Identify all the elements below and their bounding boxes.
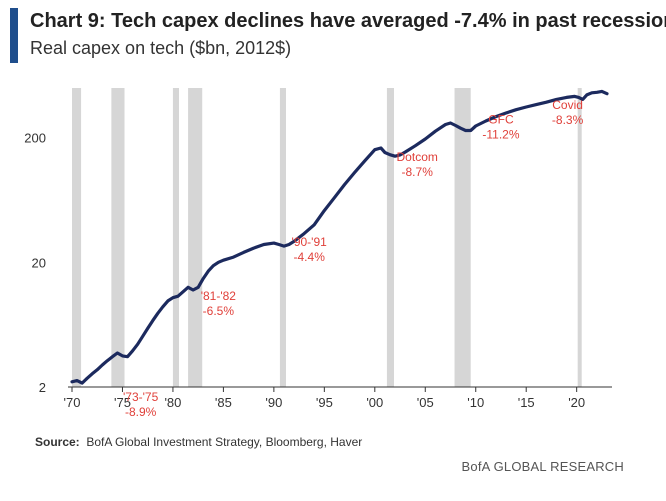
recession-band-6 (454, 88, 471, 387)
annotation-0-line-0: '73-'75 (123, 390, 159, 404)
y-tick-label-0: 2 (39, 380, 46, 395)
x-tick-label-6: '00 (366, 395, 383, 410)
recession-band-1 (111, 88, 125, 387)
recession-band-5 (386, 88, 394, 387)
x-tick-label-9: '15 (518, 395, 535, 410)
x-tick-label-1: '75 (114, 395, 131, 410)
x-tick-label-3: '85 (215, 395, 232, 410)
x-tick-label-2: '80 (164, 395, 181, 410)
y-tick-label-2: 200 (24, 131, 46, 146)
annotation-3-line-1: -8.7% (402, 165, 434, 179)
x-tick-label-5: '95 (316, 395, 333, 410)
source-text: BofA Global Investment Strategy, Bloombe… (86, 435, 363, 449)
x-tick-label-8: '10 (467, 395, 484, 410)
annotation-2-line-1: -4.4% (294, 250, 326, 264)
source-label: Source: (35, 435, 80, 449)
x-tick-label-10: '20 (568, 395, 585, 410)
chart-title: Chart 9: Tech capex declines have averag… (30, 10, 666, 32)
annotation-1-line-0: '81-'82 (201, 289, 237, 303)
recession-band-7 (577, 88, 582, 387)
recession-band-4 (279, 88, 286, 387)
title-accent-bar (10, 8, 18, 63)
brand-label: BofA GLOBAL RESEARCH (461, 459, 624, 474)
annotation-2-line-0: '90-'91 (292, 235, 328, 249)
annotation-0: '73-'75 -8.9% (123, 390, 159, 419)
annotation-5-line-1: -8.3% (552, 113, 584, 127)
annotation-5: Covid -8.3% (552, 98, 584, 127)
annotation-0-line-1: -8.9% (125, 405, 157, 419)
recession-band-2 (172, 88, 179, 387)
x-tick-label-0: '70 (64, 395, 81, 410)
annotation-4: GFC -11.2% (482, 112, 519, 141)
source-note: Source: BofA Global Investment Strategy,… (35, 435, 362, 449)
chart-subtitle: Real capex on tech ($bn, 2012$) (30, 38, 292, 58)
recession-band-0 (72, 88, 82, 387)
annotation-5-line-0: Covid (552, 98, 583, 112)
annotation-4-line-1: -11.2% (482, 127, 519, 141)
annotation-1-line-1: -6.5% (203, 304, 235, 318)
annotation-2: '90-'91 -4.4% (292, 235, 328, 264)
series-line-0 (70, 89, 609, 385)
annotation-1: '81-'82 -6.5% (201, 289, 237, 318)
x-tick-label-7: '05 (417, 395, 434, 410)
annotation-4-line-0: GFC (488, 112, 514, 126)
annotation-3-line-0: Dotcom (397, 150, 438, 164)
y-tick-label-1: 20 (32, 255, 46, 270)
recession-band-3 (188, 88, 203, 387)
annotation-3: Dotcom -8.7% (397, 150, 438, 179)
x-tick-label-4: '90 (265, 395, 282, 410)
